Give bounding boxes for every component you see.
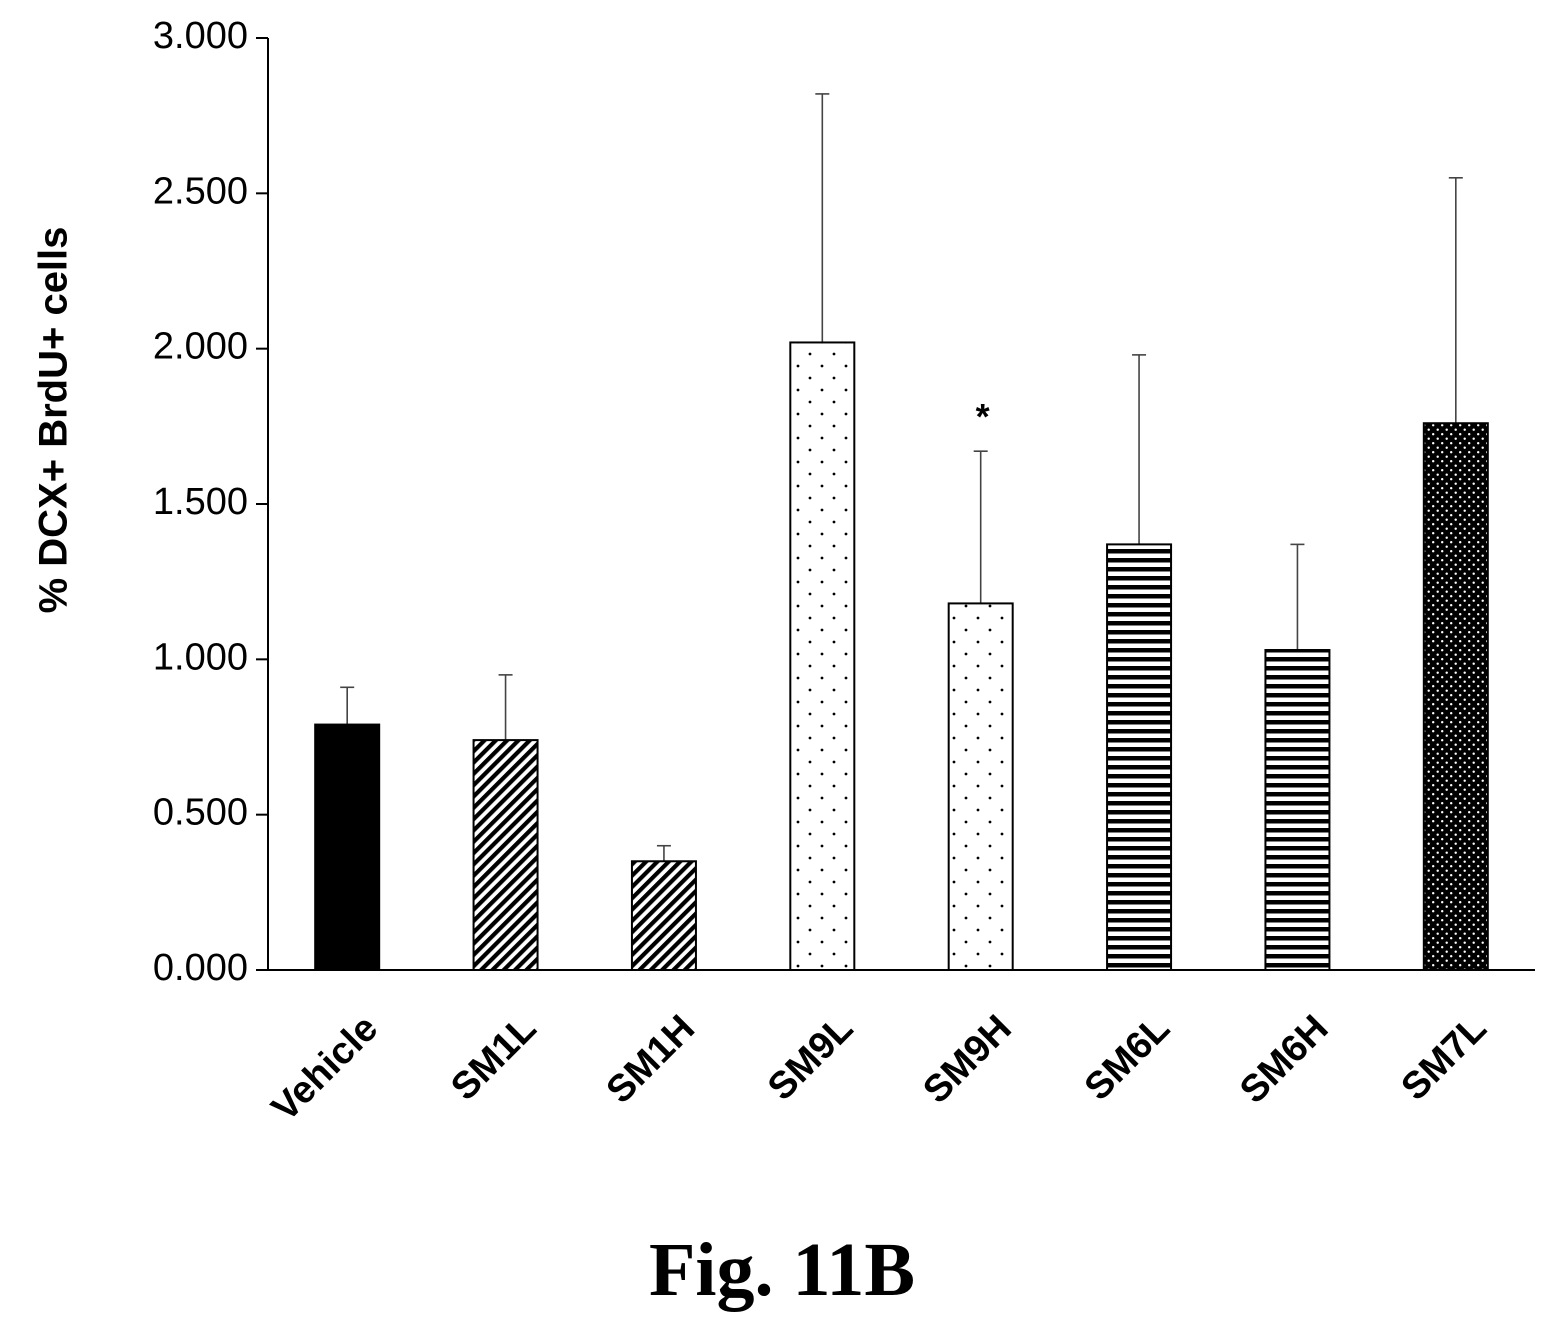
x-tick-label: Vehicle — [264, 1007, 386, 1129]
y-axis: 0.000 0.500 1.000 1.500 2.000 2.500 3.000 — [153, 15, 269, 989]
x-tick-label: SM1H — [599, 1007, 703, 1111]
x-tick-label: SM6L — [1077, 1007, 1178, 1108]
x-tick-label: SM9L — [760, 1007, 861, 1108]
y-tick-label: 1.000 — [153, 636, 248, 678]
x-tick-label: SM6H — [1232, 1007, 1336, 1111]
bar-sm6l — [1106, 543, 1173, 971]
x-axis: Vehicle SM1L SM1H SM9L SM9H SM6L SM6H SM7L — [264, 969, 1535, 1130]
y-tick-label: 0.000 — [153, 947, 248, 989]
bars: * — [314, 93, 1489, 972]
y-tick-label: 2.000 — [153, 326, 248, 368]
y-tick-label: 1.500 — [153, 481, 248, 523]
figure-caption: Fig. 11B — [649, 1228, 915, 1312]
x-tick-label: SM9H — [915, 1007, 1019, 1111]
bar-sm9h — [947, 602, 1014, 971]
y-tick-label: 0.500 — [153, 792, 248, 834]
significance-marker: * — [976, 396, 990, 437]
bar-sm6h — [1264, 649, 1331, 971]
bar-vehicle — [314, 723, 381, 971]
y-axis-title: % DCX+ BrdU+ cells — [32, 227, 76, 614]
y-tick-label: 3.000 — [153, 15, 248, 57]
bar-sm1h — [630, 860, 697, 971]
bar-sm1l — [472, 739, 539, 972]
x-tick-label: SM7L — [1393, 1007, 1494, 1108]
x-tick-label: SM1L — [443, 1007, 544, 1108]
y-tick-label: 2.500 — [153, 170, 248, 212]
bar-sm9l — [789, 341, 856, 972]
bar-sm7l — [1422, 422, 1489, 971]
